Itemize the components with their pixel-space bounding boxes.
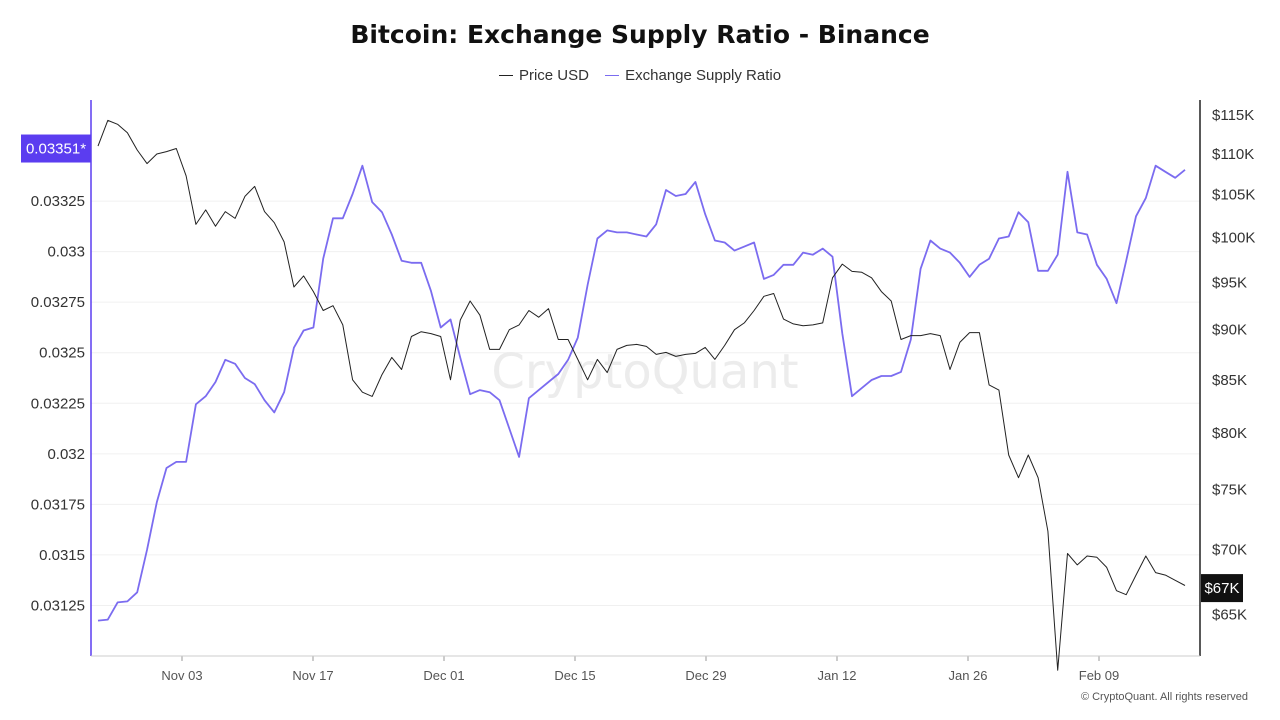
left-axis-tick-label: 0.03275: [31, 294, 85, 311]
x-axis-tick-label: Dec 29: [685, 668, 726, 683]
x-axis-tick-label: Dec 01: [423, 668, 464, 683]
x-axis-tick-label: Dec 15: [554, 668, 595, 683]
legend-item-ratio[interactable]: Exchange Supply Ratio: [605, 67, 781, 84]
legend-swatch-price: [498, 75, 513, 76]
legend-item-price[interactable]: Price USD: [498, 67, 589, 84]
right-axis-tick-label: $90K: [1212, 322, 1247, 339]
right-axis-tick-label: $85K: [1212, 372, 1247, 389]
x-axis-tick-label: Feb 09: [1079, 668, 1119, 683]
chart-legend: Price USD Exchange Supply Ratio: [0, 63, 1280, 84]
legend-label-price: Price USD: [518, 67, 589, 84]
series-line-exchange-supply-ratio: [97, 164, 1186, 622]
left-axis-tick-label: 0.03325: [31, 193, 85, 210]
right-axis-tick-label: $70K: [1212, 542, 1247, 559]
copyright-text: © CryptoQuant. All rights reserved: [1080, 691, 1248, 703]
value-badges: 0.03351* $67K: [21, 134, 1243, 603]
right-value-badge: [1201, 574, 1243, 603]
right-value-badge-label: $67K: [1204, 580, 1239, 597]
x-axis-tick-label: Jan 12: [817, 668, 856, 683]
x-axis-tick-label: Nov 17: [292, 668, 333, 683]
left-axis-tick-label: 0.033: [47, 244, 85, 261]
right-axis-tick-label: $75K: [1212, 481, 1247, 498]
right-axis-tick-label: $110K: [1212, 146, 1254, 163]
legend-label-ratio: Exchange Supply Ratio: [625, 67, 782, 84]
left-value-badge: [21, 134, 91, 163]
right-axis-tick-label: $115K: [1212, 107, 1254, 124]
series-line-price-usd: [97, 119, 1186, 671]
left-axis-tick-label: 0.03125: [31, 597, 85, 614]
left-axis-tick-label: 0.03225: [31, 395, 85, 412]
series-lines: [97, 119, 1186, 671]
left-axis-tick-label: 0.032: [47, 446, 85, 463]
right-axis-tick-label: $65K: [1212, 607, 1247, 624]
left-axis-tick-label: 0.0325: [39, 345, 85, 362]
x-axis-tick-label: Jan 26: [948, 668, 987, 683]
left-value-badge-label: 0.03351*: [26, 141, 86, 158]
left-axis-tick-label: 0.03175: [31, 496, 85, 513]
watermark-text: CryptoQuant: [491, 344, 798, 400]
right-axis-tick-label: $100K: [1212, 229, 1255, 246]
right-axis-tick-label: $105K: [1212, 187, 1255, 204]
left-axis-tick-label: 0.0315: [39, 547, 85, 564]
grid-lines: [91, 200, 1200, 606]
right-axis-tick-label: $80K: [1212, 425, 1247, 442]
right-axis-tick-label: $95K: [1212, 274, 1247, 291]
x-axis-tick-label: Nov 03: [161, 668, 202, 683]
legend-swatch-ratio: [605, 75, 620, 76]
axes: 0.03125 0.0315 0.03175 0.032 0.03225 0.0325 0.…: [31, 100, 1255, 683]
chart-title: Bitcoin: Exchange Supply Ratio - Binance: [350, 20, 930, 49]
